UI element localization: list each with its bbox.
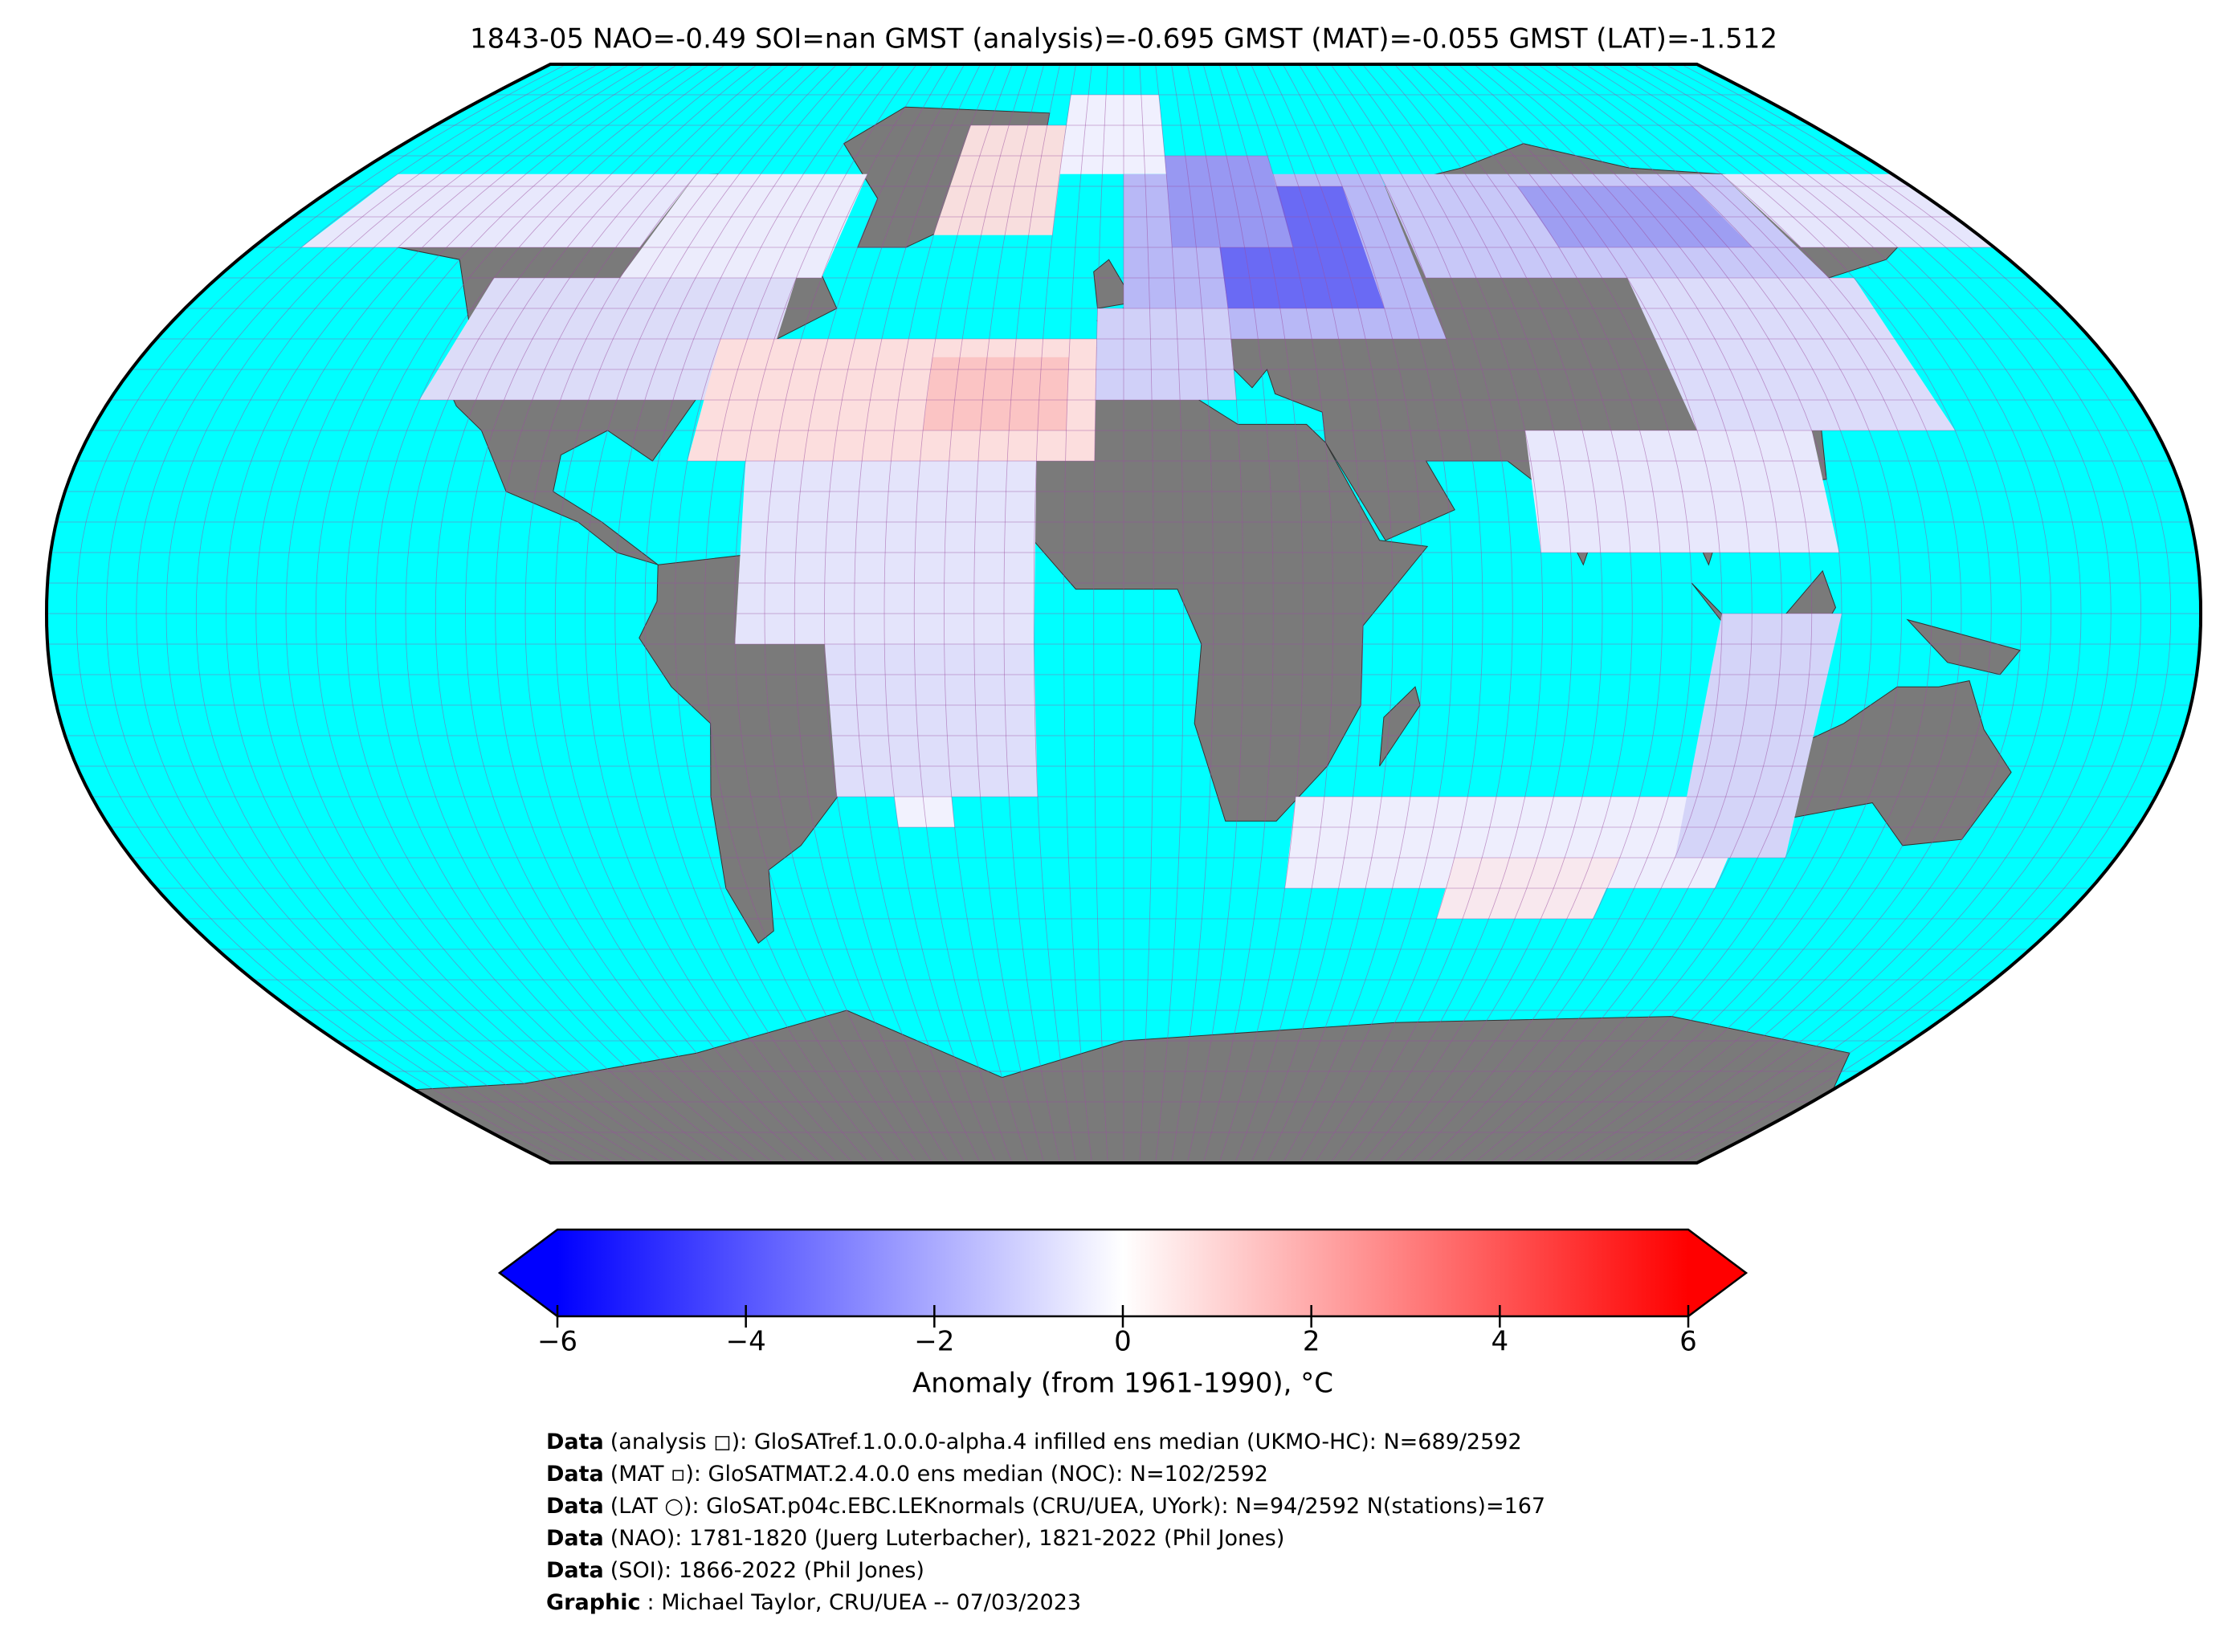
land [1379,686,1421,767]
credit-text: (SOI): 1866-2022 (Phil Jones) [610,1558,924,1583]
anomaly-cell [1721,173,1994,247]
anomaly-cell [1165,156,1293,247]
anomaly-cell [619,173,867,278]
title: 1843-05 NAO=-0.49 SOI=nan GMST (analysis… [470,23,1777,55]
anomaly-cell [1284,797,1755,888]
land [1773,680,2012,846]
credit-label: Data [546,1494,604,1519]
colorbar-tick-label: 0 [1114,1326,1132,1358]
credit-label: Data [546,1430,604,1454]
credit-line: Data (analysis ◻): GloSATref.1.0.0.0-alph… [546,1426,1545,1458]
credit-line: Data (SOI): 1866-2022 (Phil Jones) [546,1555,1545,1587]
credit-line: Data (NAO): 1781-1820 (Juerg Luterbacher)… [546,1523,1545,1555]
credit-line: Data (LAT ○): GloSAT.p04c.EBC.LEKnormals … [546,1491,1545,1523]
map-outline [44,63,2203,1165]
globe [47,64,2201,1163]
credit-label: Graphic [546,1590,641,1615]
credit-line: Data (MAT ▫): GloSATMAT.2.4.0.0 ens media… [546,1458,1545,1491]
credit-text: : Michael Taylor, CRU/UEA -- 07/03/2023 [647,1590,1082,1615]
colorbar-high-extend [1688,1230,1746,1316]
credits: Data (analysis ◻): GloSATref.1.0.0.0-alph… [546,1426,1545,1619]
credit-text: (LAT ○): GloSAT.p04c.EBC.LEKnormals (CRU… [610,1494,1546,1519]
credit-text: (analysis ◻): GloSATref.1.0.0.0-alpha.4 … [610,1430,1522,1454]
colorbar-gradient [557,1230,1688,1316]
anomaly-cell [1059,95,1167,174]
colorbar-tick-label: 6 [1679,1326,1697,1358]
credit-label: Data [546,1462,604,1487]
credit-line: Graphic: Michael Taylor, CRU/UEA -- 07/0… [546,1587,1545,1619]
colorbar-label: Anomaly (from 1961-1990), °C [912,1368,1333,1400]
credit-label: Data [546,1526,604,1551]
credit-text: (NAO): 1781-1820 (Juerg Luterbacher), 18… [610,1526,1285,1551]
credit-text: (MAT ▫): GloSATMAT.2.4.0.0 ens median (N… [610,1462,1268,1487]
colorbar: −6 −4 −2 0 2 4 6 Anomaly (from 1961-1990), °C [497,1228,1749,1400]
anomaly-cell [1627,278,1956,430]
colorbar-tick-label: −4 [726,1326,766,1358]
credit-label: Data [546,1558,604,1583]
colorbar-low-extend [500,1230,557,1316]
anomaly-cell [301,173,697,247]
colorbar-tick-label: −6 [537,1326,577,1358]
anomaly-cell [1095,308,1237,400]
anomaly-cell [824,644,1038,797]
anomaly-cell [923,357,1069,430]
anomaly-cell [933,125,1067,235]
colorbar-tick-label: 2 [1303,1326,1320,1358]
colorbar-tick-label: −2 [914,1326,954,1358]
colorbar-tick-label: 4 [1492,1326,1509,1358]
